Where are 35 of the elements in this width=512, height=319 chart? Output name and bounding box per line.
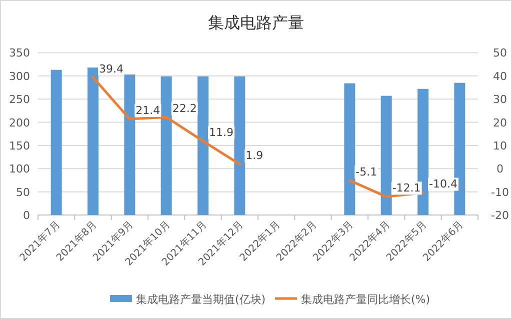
- y2-tick-label: 50: [493, 46, 507, 60]
- bar: [344, 83, 356, 215]
- bar: [50, 70, 62, 215]
- y-tick-label: 300: [9, 70, 30, 83]
- y-tick-label: 0: [23, 209, 30, 222]
- y-tick-label: 350: [9, 46, 30, 60]
- y2-tick-label: 20: [493, 116, 507, 130]
- data-label: -10.4: [429, 178, 458, 191]
- bar: [124, 74, 136, 215]
- y2-tick-label: 40: [493, 70, 507, 83]
- bar: [380, 96, 392, 215]
- y-tick-label: 50: [16, 186, 30, 199]
- y2-tick-label: 30: [493, 93, 507, 106]
- bar: [88, 68, 98, 215]
- data-label: 21.4: [136, 104, 160, 118]
- data-label: -12.1: [392, 182, 421, 195]
- bar: [234, 76, 246, 215]
- data-label: 1.9: [246, 149, 264, 162]
- legend-label: 集成电路产量当期值(亿块): [136, 293, 266, 306]
- data-label: -5.1: [356, 165, 378, 178]
- y-tick-label: 150: [9, 139, 30, 152]
- y2-tick-label: -10: [491, 186, 509, 199]
- data-label: 39.4: [99, 62, 124, 76]
- bar: [160, 76, 172, 215]
- y-tick-label: 250: [9, 93, 30, 106]
- y-tick-label: 100: [9, 162, 30, 176]
- y2-tick-label: 0: [496, 162, 504, 176]
- legend-label: 集成电路产量同比增长(%): [301, 293, 430, 306]
- y-tick-label: 200: [9, 116, 30, 130]
- data-label: 22.2: [172, 102, 197, 116]
- chart-title: 集成电路产量: [208, 13, 304, 32]
- y2-tick-label: 10: [493, 139, 507, 152]
- data-label: 11.9: [209, 126, 234, 140]
- y2-tick-label: -20: [491, 209, 509, 222]
- bar: [198, 76, 208, 215]
